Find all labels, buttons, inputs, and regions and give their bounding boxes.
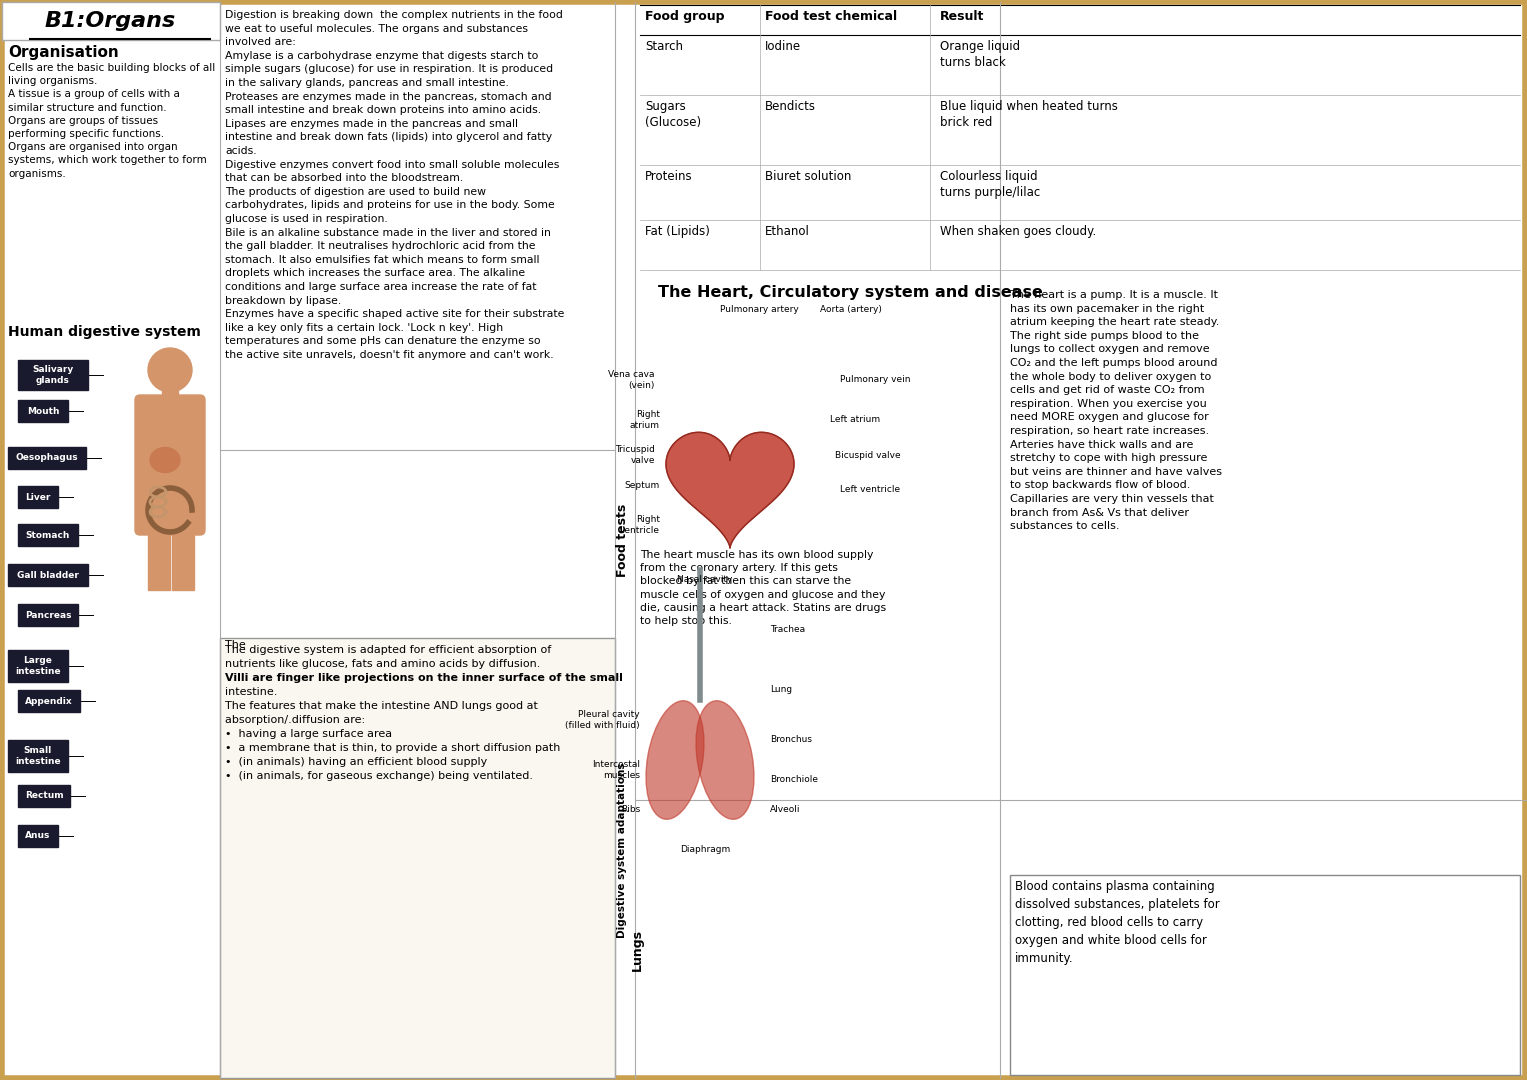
Text: Proteins: Proteins xyxy=(644,170,693,183)
Text: Bronchus: Bronchus xyxy=(770,735,812,744)
Text: absorption/.diffusion are:: absorption/.diffusion are: xyxy=(224,715,365,725)
Text: Intercostal
muscles: Intercostal muscles xyxy=(592,760,640,780)
Text: Food tests: Food tests xyxy=(615,503,629,577)
Text: Left ventricle: Left ventricle xyxy=(840,486,899,495)
Text: •  (in animals) having an efficient blood supply: • (in animals) having an efficient blood… xyxy=(224,757,487,767)
Bar xyxy=(2,2,220,40)
Text: Pleural cavity
(filled with fluid): Pleural cavity (filled with fluid) xyxy=(565,711,640,730)
Text: •  having a large surface area: • having a large surface area xyxy=(224,729,392,739)
Text: Pulmonary artery: Pulmonary artery xyxy=(721,306,799,314)
Bar xyxy=(173,530,194,590)
Ellipse shape xyxy=(696,701,754,820)
Text: Lung: Lung xyxy=(770,686,793,694)
Text: Blue liquid when heated turns
brick red: Blue liquid when heated turns brick red xyxy=(941,100,1118,129)
Text: The heart muscle has its own blood supply
from the coronary artery. If this gets: The heart muscle has its own blood suppl… xyxy=(640,550,886,626)
Bar xyxy=(18,690,79,712)
Text: Pancreas: Pancreas xyxy=(24,610,72,620)
Bar xyxy=(8,564,89,586)
Text: Pulmonary vein: Pulmonary vein xyxy=(840,376,910,384)
Text: Bronchiole: Bronchiole xyxy=(770,775,818,784)
Text: Large
intestine: Large intestine xyxy=(15,657,61,676)
Text: intestine.: intestine. xyxy=(224,687,278,697)
Text: Biuret solution: Biuret solution xyxy=(765,170,852,183)
Text: The features that make the intestine AND lungs good at: The features that make the intestine AND… xyxy=(224,701,538,711)
Text: Fat (Lipids): Fat (Lipids) xyxy=(644,225,710,238)
Bar xyxy=(18,825,58,847)
Text: Oesophagus: Oesophagus xyxy=(15,454,78,462)
Text: Lungs: Lungs xyxy=(631,929,643,971)
Text: Ethanol: Ethanol xyxy=(765,225,809,238)
Text: Nasal cavity: Nasal cavity xyxy=(678,576,733,584)
Text: Bicuspid valve: Bicuspid valve xyxy=(835,450,901,459)
Bar xyxy=(8,740,69,772)
Bar xyxy=(18,400,69,422)
Text: •  (in animals, for gaseous exchange) being ventilated.: • (in animals, for gaseous exchange) bei… xyxy=(224,771,533,781)
FancyBboxPatch shape xyxy=(134,395,205,535)
Text: Septum: Septum xyxy=(625,481,660,489)
Text: Ribs: Ribs xyxy=(621,806,640,814)
Ellipse shape xyxy=(150,447,180,473)
Bar xyxy=(220,638,615,1078)
Text: Result: Result xyxy=(941,10,985,23)
Text: Blood contains plasma containing
dissolved substances, platelets for
clotting, r: Blood contains plasma containing dissolv… xyxy=(1015,880,1220,966)
Text: Villi are finger like projections on the inner surface of the small: Villi are finger like projections on the… xyxy=(224,673,623,683)
Text: Digestive system adaptations: Digestive system adaptations xyxy=(617,762,628,937)
Text: Organisation: Organisation xyxy=(8,45,119,60)
Bar xyxy=(18,604,78,626)
Text: Rectum: Rectum xyxy=(24,792,63,800)
Bar xyxy=(18,785,70,807)
Text: Starch: Starch xyxy=(644,40,683,53)
Bar xyxy=(8,447,86,469)
Text: Small
intestine: Small intestine xyxy=(15,746,61,766)
Bar xyxy=(148,530,169,590)
Ellipse shape xyxy=(646,701,704,820)
Text: When shaken goes cloudy.: When shaken goes cloudy. xyxy=(941,225,1096,238)
Text: Sugars
(Glucose): Sugars (Glucose) xyxy=(644,100,701,129)
Bar xyxy=(18,524,78,546)
Text: Trachea: Trachea xyxy=(770,625,805,634)
Text: Bendicts: Bendicts xyxy=(765,100,815,113)
Text: Cells are the basic building blocks of all
living organisms.
A tissue is a group: Cells are the basic building blocks of a… xyxy=(8,63,215,178)
Text: Left atrium: Left atrium xyxy=(831,416,880,424)
Text: The digestive system is adapted for efficient absorption of: The digestive system is adapted for effi… xyxy=(224,645,551,654)
Text: nutrients like glucose, fats and amino acids by diffusion.: nutrients like glucose, fats and amino a… xyxy=(224,659,541,669)
Bar xyxy=(18,486,58,508)
Text: Orange liquid
turns black: Orange liquid turns black xyxy=(941,40,1020,69)
Text: Appendix: Appendix xyxy=(24,697,73,705)
Text: Gall bladder: Gall bladder xyxy=(17,570,79,580)
Text: Colourless liquid
turns purple/lilac: Colourless liquid turns purple/lilac xyxy=(941,170,1040,199)
Text: Anus: Anus xyxy=(26,832,50,840)
Text: The Heart, Circulatory system and disease: The Heart, Circulatory system and diseas… xyxy=(658,285,1043,300)
Text: Food test chemical: Food test chemical xyxy=(765,10,898,23)
Text: Food group: Food group xyxy=(644,10,724,23)
Text: Iodine: Iodine xyxy=(765,40,802,53)
Bar xyxy=(18,360,89,390)
Text: Aorta (artery): Aorta (artery) xyxy=(820,306,883,314)
Text: The heart is a pump. It is a muscle. It
has its own pacemaker in the right
atriu: The heart is a pump. It is a muscle. It … xyxy=(1009,291,1222,531)
Text: B1:Organs: B1:Organs xyxy=(44,11,176,31)
Bar xyxy=(162,380,179,400)
Circle shape xyxy=(148,348,192,392)
Text: Right
atrium: Right atrium xyxy=(631,410,660,430)
Polygon shape xyxy=(666,432,794,548)
Bar xyxy=(8,650,69,681)
Text: Diaphragm: Diaphragm xyxy=(680,846,730,854)
Text: Tricuspid
valve: Tricuspid valve xyxy=(615,445,655,464)
Text: Digestion is breaking down  the complex nutrients in the food
we eat to useful m: Digestion is breaking down the complex n… xyxy=(224,10,565,360)
Text: Vena cava
(vein): Vena cava (vein) xyxy=(608,370,655,390)
Text: •  a membrane that is thin, to provide a short diffusion path: • a membrane that is thin, to provide a … xyxy=(224,743,560,753)
Text: Mouth: Mouth xyxy=(27,406,60,416)
Text: Salivary
glands: Salivary glands xyxy=(32,365,73,384)
Text: Human digestive system: Human digestive system xyxy=(8,325,202,339)
Text: Stomach: Stomach xyxy=(26,530,70,540)
Text: Alveoli: Alveoli xyxy=(770,806,800,814)
Bar xyxy=(1009,875,1519,1075)
Text: Right
ventricle: Right ventricle xyxy=(620,515,660,535)
Text: Liver: Liver xyxy=(26,492,50,501)
Text: The: The xyxy=(224,640,249,650)
